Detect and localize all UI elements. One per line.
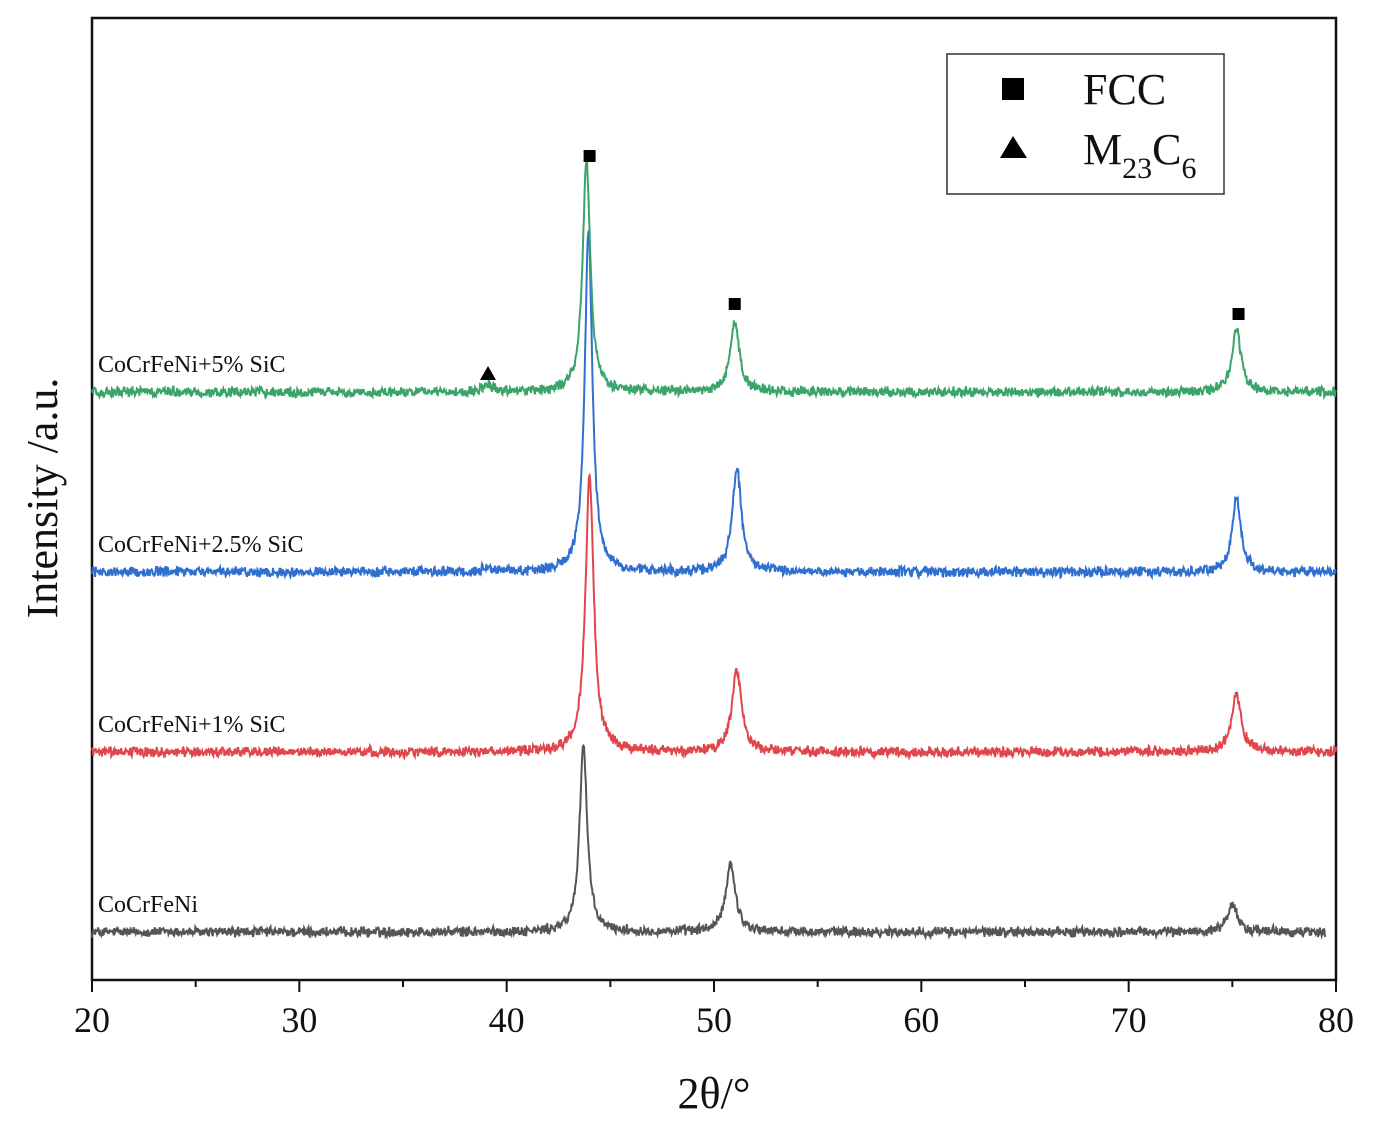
- legend-c: C: [1152, 125, 1181, 174]
- legend-sub-23: 23: [1122, 152, 1152, 185]
- x-tick-label: 40: [489, 1000, 525, 1040]
- series-group: [91, 160, 1337, 941]
- legend-m: M: [1083, 125, 1122, 174]
- legend-box: [946, 53, 1225, 195]
- x-tick-label: 70: [1111, 1000, 1147, 1040]
- x-tick-label: 50: [696, 1000, 732, 1040]
- x-tick-label: 30: [281, 1000, 317, 1040]
- x-axis-title: 2θ/°: [678, 1069, 751, 1118]
- x-axis-ticks: [91, 980, 1337, 992]
- legend-label-m23c6: M23C6: [1083, 125, 1196, 185]
- legend-triangle-marker: [1000, 136, 1027, 158]
- x-tick-label: 60: [903, 1000, 939, 1040]
- series-line-2: [91, 226, 1337, 581]
- x-tick-label: 20: [74, 1000, 110, 1040]
- series-label-3: CoCrFeNi+5% SiC: [98, 352, 286, 378]
- x-axis-tick-labels: 20 30 40 50 60 70 80: [74, 1000, 1354, 1040]
- fcc-peak-marker: [1232, 308, 1245, 320]
- legend-square-marker: [1002, 78, 1024, 100]
- series-label-1: CoCrFeNi+1% SiC: [98, 712, 286, 738]
- y-axis-title: Intensity /a.u.: [18, 378, 67, 619]
- series-line-0: [91, 743, 1327, 941]
- series-line-3: [91, 160, 1337, 401]
- series-line-1: [91, 472, 1337, 761]
- legend: FCC M23C6: [946, 53, 1225, 195]
- m23c6-peak-marker: [480, 366, 497, 380]
- x-tick-label: 80: [1318, 1000, 1354, 1040]
- fcc-peak-marker: [583, 150, 596, 162]
- fcc-peak-marker: [728, 298, 741, 310]
- series-labels: CoCrFeNi CoCrFeNi+1% SiC CoCrFeNi+2.5% SiC…: [98, 352, 304, 918]
- legend-label-fcc: FCC: [1083, 65, 1166, 114]
- legend-sub-6: 6: [1181, 152, 1196, 185]
- series-label-2: CoCrFeNi+2.5% SiC: [98, 532, 304, 558]
- peak-annotations: [480, 150, 1245, 380]
- series-label-0: CoCrFeNi: [98, 892, 198, 918]
